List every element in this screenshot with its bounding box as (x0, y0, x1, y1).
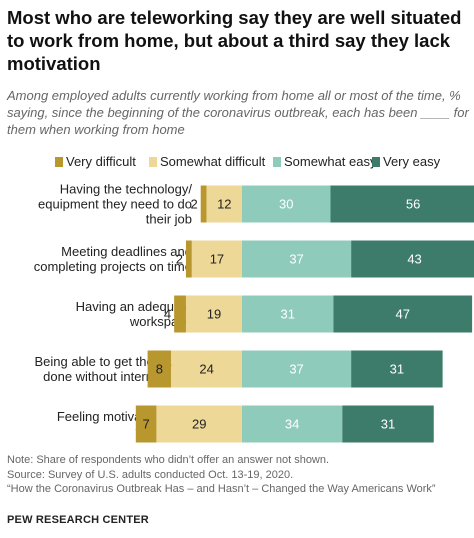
bar-segment-somewhat-easy (242, 295, 334, 333)
bar-segment-somewhat-difficult (206, 185, 242, 223)
bar-segment-somewhat-easy (242, 405, 343, 443)
bar-segment-very-difficult (174, 295, 186, 333)
bar-segment-very-easy (342, 405, 434, 443)
bar-segment-very-difficult (200, 185, 207, 223)
bar-segment-very-easy (330, 185, 474, 223)
bar-segment-somewhat-easy (242, 350, 352, 388)
legend-swatch-very-difficult (55, 157, 63, 167)
legend-label-very-easy: Very easy (383, 154, 441, 169)
bar-segment-somewhat-difficult (156, 405, 242, 443)
bar-value-label: 2 (190, 197, 197, 212)
legend-item-very-difficult: Very difficult (55, 154, 136, 169)
bar-segment-very-easy (351, 350, 443, 388)
bar-segment-somewhat-difficult (191, 240, 242, 278)
footer-note: Note: Share of respondents who didn’t of… (7, 454, 330, 466)
bar-value-label: 30 (279, 197, 293, 212)
bar-segment-somewhat-difficult (185, 295, 242, 333)
bar-value-label: 12 (217, 197, 231, 212)
bar-segment-very-easy (333, 295, 473, 333)
bar-value-label: 31 (280, 307, 294, 322)
bar-value-label: 43 (407, 252, 421, 267)
bar-value-label: 37 (289, 362, 303, 377)
legend-swatch-somewhat-difficult (149, 157, 157, 167)
bar-value-label: 31 (381, 417, 395, 432)
legend-label-very-difficult: Very difficult (66, 154, 136, 169)
legend-swatch-somewhat-easy (273, 157, 281, 167)
bar-value-label: 7 (143, 417, 150, 432)
chart-footer: Note: Share of respondents who didn’t of… (7, 453, 469, 497)
bar-value-label: 29 (192, 417, 206, 432)
footer-report: “How the Coronavirus Outbreak Has – and … (7, 483, 436, 495)
stacked-bar-chart: Having the technology/equipment they nee… (34, 182, 474, 443)
bar-value-label: 17 (210, 252, 224, 267)
bar-value-label: 4 (164, 307, 171, 322)
bar-value-label: 2 (176, 252, 183, 267)
bar-value-label: 47 (396, 307, 410, 322)
bar-segment-somewhat-easy (242, 185, 331, 223)
bar-value-label: 56 (406, 197, 420, 212)
bar-segment-somewhat-easy (242, 240, 352, 278)
bar-segment-very-difficult (185, 240, 192, 278)
bar-segment-very-easy (351, 240, 474, 278)
legend-item-very-easy: Very easy (372, 154, 440, 169)
chart-title: Most who are teleworking say they are we… (7, 7, 462, 74)
legend-item-somewhat-easy: Somewhat easy (273, 154, 377, 169)
chart-subtitle: Among employed adults currently working … (7, 88, 469, 137)
bar-segment-very-difficult (147, 350, 172, 388)
legend-swatch-very-easy (372, 157, 380, 167)
pew-brand: PEW RESEARCH CENTER (7, 514, 149, 526)
legend-label-somewhat-easy: Somewhat easy (284, 154, 377, 169)
legend-label-somewhat-difficult: Somewhat difficult (160, 154, 266, 169)
footer-source: Source: Survey of U.S. adults conducted … (7, 468, 294, 481)
bar-segment-very-difficult (135, 405, 157, 443)
bar-value-label: 31 (390, 362, 404, 377)
bar-segment-somewhat-difficult (171, 350, 242, 388)
category-label: Meeting deadlines and completing projects… (34, 244, 192, 274)
bar-value-label: 19 (207, 307, 221, 322)
bar-value-label: 24 (199, 362, 213, 377)
legend-item-somewhat-difficult: Somewhat difficult (149, 154, 265, 169)
bar-value-label: 8 (156, 362, 163, 377)
chart-legend: Very difficult Somewhat difficult Somewh… (0, 154, 474, 170)
bar-value-label: 34 (285, 417, 299, 432)
category-label: Having the technology/equipment they nee… (38, 182, 192, 227)
bar-value-label: 37 (289, 252, 303, 267)
